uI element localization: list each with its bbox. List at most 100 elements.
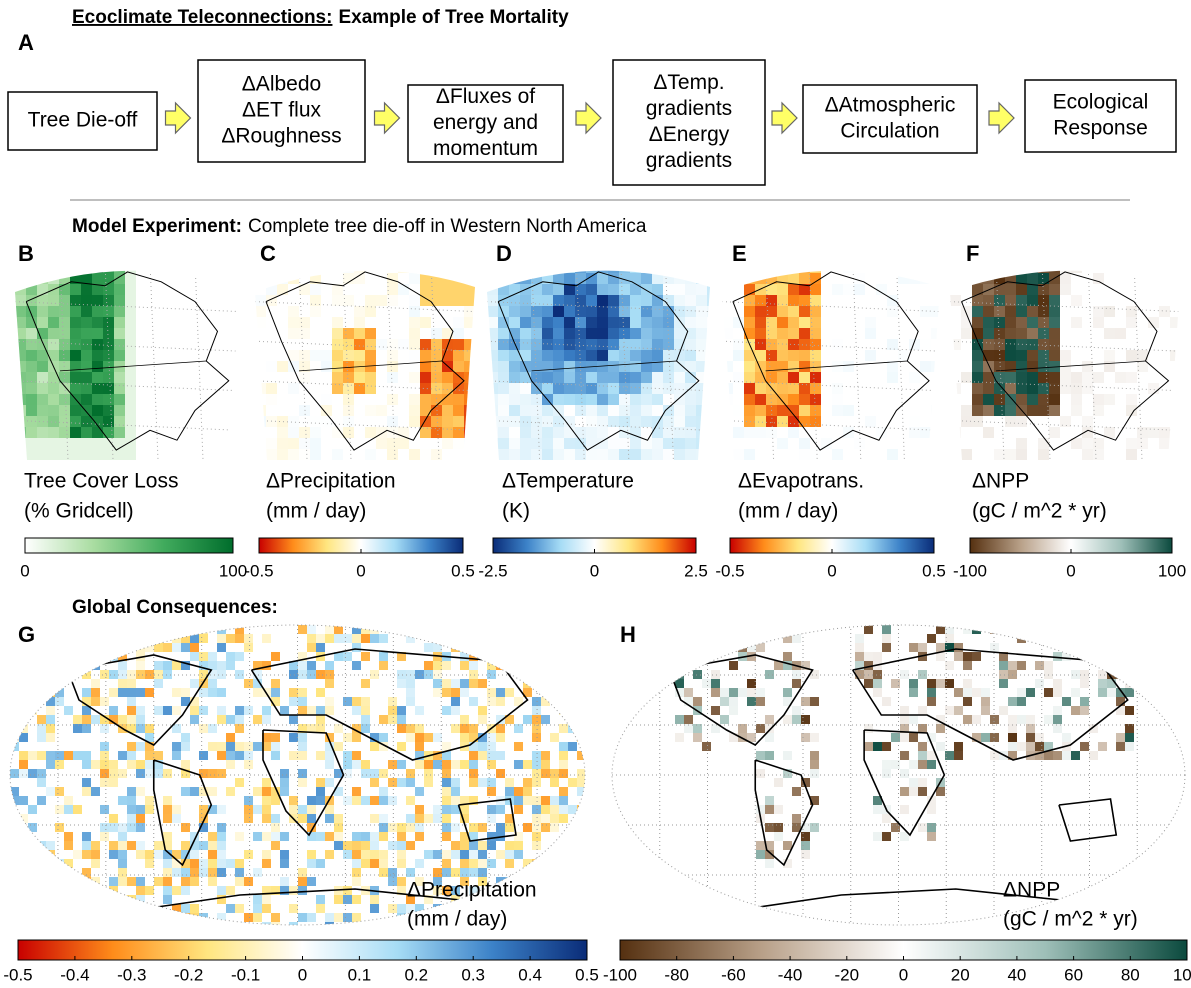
map-cell (799, 383, 810, 394)
map-cell (26, 449, 37, 460)
map-cell (453, 394, 464, 405)
map-cell (619, 328, 630, 339)
map-cell (514, 760, 523, 769)
map-cell (163, 868, 172, 877)
map-cell (738, 688, 747, 697)
map-cell (59, 416, 70, 427)
map-cell (564, 295, 575, 306)
map-cell (918, 706, 927, 715)
map-cell (431, 262, 442, 273)
map-cell (586, 295, 597, 306)
map-cell (406, 814, 415, 823)
map-cell (266, 438, 277, 449)
map-cell (415, 832, 424, 841)
map-cell (172, 643, 181, 652)
map-cell (163, 922, 172, 931)
map-cell (696, 273, 707, 284)
map-cell (559, 688, 568, 697)
map-cell (843, 262, 854, 273)
map-cell (755, 262, 766, 273)
map-cell (630, 295, 641, 306)
map-cell (81, 361, 92, 372)
map-cell (747, 697, 756, 706)
map-cell (64, 859, 73, 868)
map-cell (59, 383, 70, 394)
map-cell (125, 350, 136, 361)
map-cell (994, 273, 1005, 284)
map-cell (453, 284, 464, 295)
map-cell (1071, 688, 1080, 697)
map-cell (882, 625, 891, 634)
map-cell (28, 913, 37, 922)
map-cell (542, 372, 553, 383)
map-cell (498, 339, 509, 350)
map-cell (1089, 652, 1098, 661)
map-cell (19, 769, 28, 778)
map-cell (154, 661, 163, 670)
map-cell (1126, 306, 1137, 317)
map-cell (118, 715, 127, 724)
map-cell (271, 652, 280, 661)
map-cell (685, 317, 696, 328)
map-cell (559, 868, 568, 877)
map-cell (1093, 438, 1104, 449)
map-cell (325, 850, 334, 859)
map-cell (118, 751, 127, 760)
map-cell (1027, 295, 1038, 306)
map-cell (950, 295, 961, 306)
map-cell (1104, 328, 1115, 339)
tick-label: 100 (219, 561, 247, 580)
map-cell (82, 661, 91, 670)
map-cell (882, 634, 891, 643)
map-cell (37, 922, 46, 931)
map-cell (619, 350, 630, 361)
map-cell (729, 688, 738, 697)
map-cell (253, 742, 262, 751)
map-cell (487, 438, 498, 449)
map-cell (352, 868, 361, 877)
map-cell (343, 751, 352, 760)
map-cell (920, 273, 931, 284)
map-cell (37, 769, 46, 778)
map-cell (559, 904, 568, 913)
map-cell (720, 634, 729, 643)
map-cell (343, 416, 354, 427)
map-cell (379, 652, 388, 661)
map-cell (568, 841, 577, 850)
map-cell (352, 796, 361, 805)
map-cell (354, 273, 365, 284)
map-cell (1017, 715, 1026, 724)
map-cell (722, 383, 733, 394)
map-cell (1062, 697, 1071, 706)
map-cell (766, 295, 777, 306)
map-cell (887, 306, 898, 317)
map-cell (316, 706, 325, 715)
map-cell (92, 350, 103, 361)
map-cell (288, 262, 299, 273)
map-cell (478, 778, 487, 787)
map-cell (532, 778, 541, 787)
map-cell (931, 405, 942, 416)
map-cell (478, 643, 487, 652)
map-cell (26, 273, 37, 284)
map-cell (1062, 643, 1071, 652)
map-cell (568, 805, 577, 814)
map-cell (999, 661, 1008, 670)
map-cell (799, 339, 810, 350)
map-cell (972, 372, 983, 383)
map-cell (460, 724, 469, 733)
map-cell (685, 394, 696, 405)
map-cell (950, 339, 961, 350)
map-cell (641, 284, 652, 295)
map-cell (82, 841, 91, 850)
map-cell (10, 769, 19, 778)
map-cell (766, 339, 777, 350)
map-cell (788, 339, 799, 350)
map-cell (48, 350, 59, 361)
map-cell (575, 438, 586, 449)
map-cell (766, 427, 777, 438)
map-cell (307, 706, 316, 715)
map-cell (586, 262, 597, 273)
map-cell (1035, 742, 1044, 751)
map-cell (103, 361, 114, 372)
